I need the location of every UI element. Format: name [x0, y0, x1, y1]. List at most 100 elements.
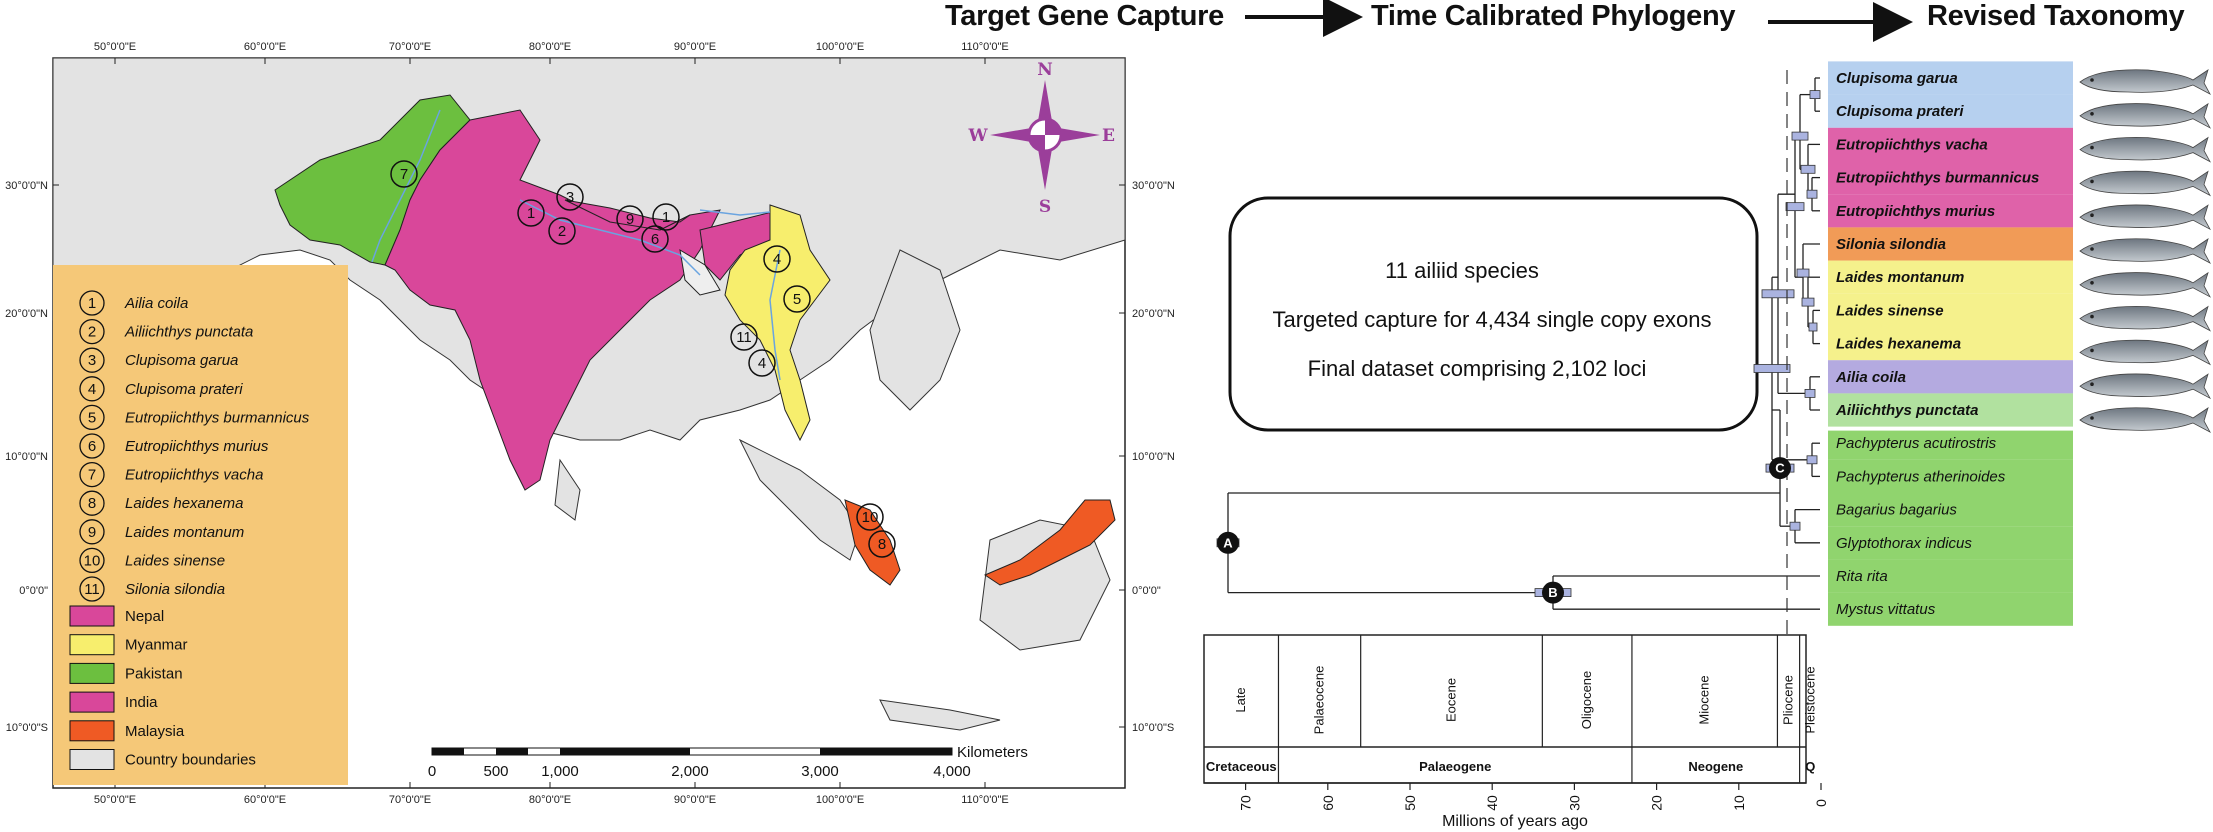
taxon-label: Laides montanum [1836, 269, 1964, 286]
scalebar-tick-label: 4,000 [933, 763, 971, 780]
country-malaysia-borneo [983, 499, 1116, 586]
map-legend: 1 Ailia coila 2 Ailiichthys punctata 3 Clupis… [53, 265, 348, 785]
fish-illustration [2079, 305, 2211, 332]
legend-species-marker [79, 576, 105, 602]
legend-species-number: 10 [84, 552, 101, 569]
taxon-label: Ailiichthys punctata [1835, 402, 1979, 419]
time-tick-label: 0 [1813, 799, 1829, 807]
lon-label-bottom: 100°0'0"E [816, 794, 864, 806]
legend-species-marker [79, 433, 105, 459]
taxon-label: Laides hexanema [1836, 336, 1961, 353]
lon-label-bottom: 110°0'0"E [961, 794, 1009, 806]
summary-line-2: Targeted capture for 4,434 single copy e… [1272, 307, 1711, 332]
site-marker [763, 245, 791, 273]
legend-species-number: 5 [88, 409, 96, 426]
taxon-label: Eutropiichthys burmannicus [1836, 170, 2039, 187]
lat-label-right: 10°0'0"N [1132, 451, 1175, 463]
compass-s: S [1039, 197, 1051, 217]
legend-species-number: 4 [88, 381, 96, 398]
summary-box: 11 ailiid species Targeted capture for 4… [1228, 196, 1759, 432]
taxon-color-band [1828, 592, 2073, 626]
time-tick-label: 10 [1731, 795, 1747, 811]
taxon-label: Clupisoma garua [1836, 70, 1958, 87]
legend-species-marker [79, 347, 105, 373]
epoch-label: Pliocene [1781, 675, 1796, 725]
taxon-color-band [1828, 360, 2073, 394]
fish-illustration [2079, 204, 2211, 231]
taxon-color-band [1828, 459, 2073, 493]
site-marker [556, 183, 584, 211]
node-age-bar [1806, 455, 1818, 465]
legend-species-number: 3 [88, 352, 96, 369]
lon-label-bottom: 50°0'0"E [94, 794, 136, 806]
legend-species-name: Eutropiichthys vacha [125, 467, 263, 484]
site-marker [730, 323, 758, 351]
timescale-xlabel: Millions of years ago [1442, 813, 1588, 830]
node-label-dot [1217, 531, 1239, 554]
summary-line-1: 11 ailiid species [1385, 258, 1539, 283]
summary-line-3: Final dataset comprising 2,102 loci [1308, 356, 1647, 381]
taxon-color-band [1828, 559, 2073, 593]
node-age-bar [1808, 322, 1818, 332]
lon-label-bottom: 90°0'0"E [674, 794, 716, 806]
node-label-text: C [1775, 461, 1785, 476]
node-age-bar [1785, 202, 1805, 212]
period-label: Q [1805, 759, 1815, 774]
workflow-step-target-gene-capture: Target Gene Capture [945, 0, 1224, 32]
site-marker-label: 2 [558, 223, 566, 240]
lon-label-bottom: 60°0'0"E [244, 794, 286, 806]
site-marker [517, 199, 545, 227]
fish-illustration [2079, 136, 2211, 163]
legend-species-name: Clupisoma garua [125, 352, 238, 369]
lon-label-top: 100°0'0"E [816, 41, 864, 53]
taxon-label: Glyptothorax indicus [1836, 535, 1972, 552]
fish-eye [2090, 213, 2094, 217]
taxon-color-band [1828, 227, 2073, 261]
node-label-dot [1542, 581, 1564, 604]
taxon-label: Ailia coila [1835, 369, 1906, 386]
legend-species-name: Ailiichthys punctata [124, 324, 253, 341]
lon-label-top: 110°0'0"E [961, 41, 1009, 53]
lat-label-left: 10°0'0"N [5, 451, 48, 463]
fish-eye [2090, 179, 2094, 184]
epoch-label: Late [1233, 687, 1248, 712]
time-tick-label: 40 [1484, 795, 1500, 811]
legend-species-name: Laides hexanema [125, 495, 243, 512]
river-indus [371, 109, 441, 263]
node-age-bar [1804, 388, 1816, 398]
site-marker [783, 285, 811, 313]
site-marker-label: 9 [626, 211, 634, 228]
legend-species-name: Ailia coila [124, 295, 188, 312]
epoch-label: Miocene [1697, 675, 1712, 724]
site-marker-label: 6 [651, 231, 659, 248]
node-age-bar [1800, 164, 1816, 174]
legend-species-name: Laides montanum [125, 524, 244, 541]
site-marker-label: 7 [400, 166, 408, 183]
epoch-label: Pleistocene [1802, 666, 1817, 733]
legend-country-swatch [69, 720, 115, 742]
scalebar-tick-label: 0 [428, 763, 436, 780]
scalebar: Kilometers 0 500 1,000 2,000 3,000 4,000 [428, 744, 1028, 780]
taxon-label: Silonia silondia [1836, 236, 1946, 253]
legend-country-name: Pakistan [125, 665, 183, 682]
fish-eye [2090, 382, 2094, 387]
legend-country-swatch [69, 691, 115, 713]
legend-species-marker [79, 376, 105, 402]
lon-label-bottom: 80°0'0"E [529, 794, 571, 806]
node-age-bar [1806, 189, 1818, 199]
legend-species-name: Laides sinense [125, 552, 225, 569]
fish-eye [2090, 314, 2094, 319]
legend-country-name: Myanmar [125, 637, 188, 654]
site-marker-label: 4 [773, 251, 781, 268]
taxon-color-band [1828, 94, 2073, 128]
legend-species-marker [79, 519, 105, 545]
legend-species-marker [79, 461, 105, 488]
lat-label-left: 20°0'0"N [5, 308, 48, 320]
land-srilanka [554, 458, 581, 521]
node-label-text: A [1223, 535, 1233, 550]
lat-label-right: 20°0'0"N [1132, 308, 1175, 320]
fish-eye [2090, 112, 2094, 116]
taxon-color-band [1828, 426, 2073, 460]
taxon-color-band [1828, 194, 2073, 228]
fish-eye [2090, 348, 2094, 353]
